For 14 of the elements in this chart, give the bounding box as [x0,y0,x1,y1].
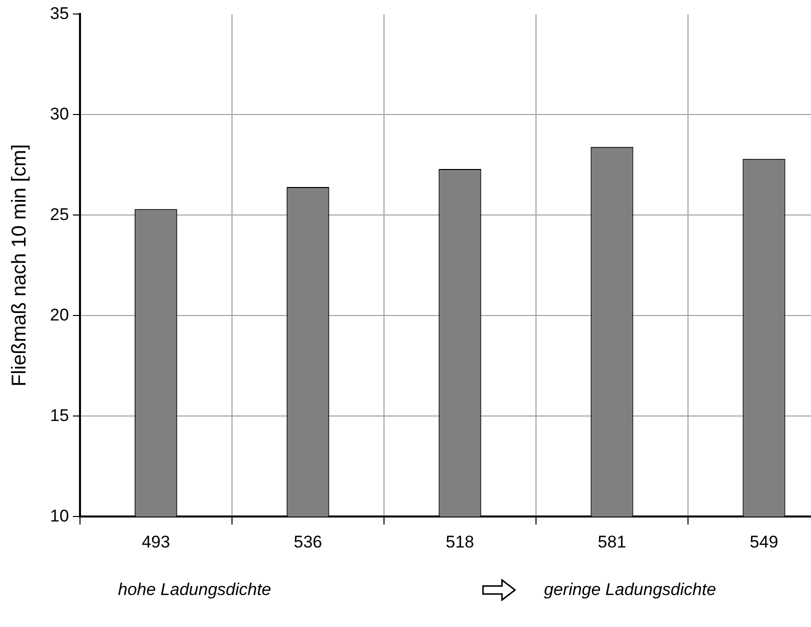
x-tick-label: 581 [598,532,626,552]
text: geringe Ladungsdichte [544,580,716,600]
y-tick-label: 10 [50,506,69,526]
y-tick-label: 20 [50,305,69,324]
text: hohe Ladungsdichte [118,580,272,600]
y-tick-label: 15 [50,406,69,425]
y-tick-label: 25 [50,204,69,224]
x-tick-label: 518 [446,532,474,552]
y-tick-label: 35 [50,4,69,23]
x-tick-label: 493 [142,532,170,552]
y-axis-title: Fließmaß nach 10 min [cm] [8,144,31,387]
x-tick-label: 536 [294,532,322,552]
y-tick-label: 30 [50,104,69,124]
x-tick-label: 549 [750,532,778,552]
